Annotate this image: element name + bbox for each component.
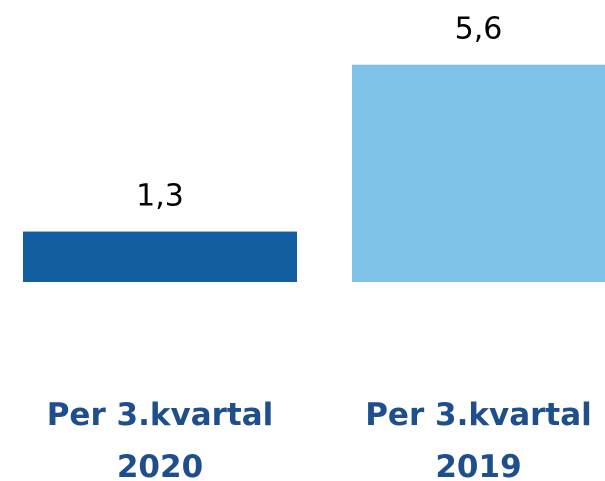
bar	[23, 231, 297, 282]
value-label: 5,6	[455, 12, 503, 47]
bar	[352, 64, 605, 282]
category-label: Per 3.kvartal 2020	[46, 397, 274, 481]
value-label: 1,3	[136, 179, 184, 214]
category-label: Per 3.kvartal 2019	[365, 397, 592, 481]
